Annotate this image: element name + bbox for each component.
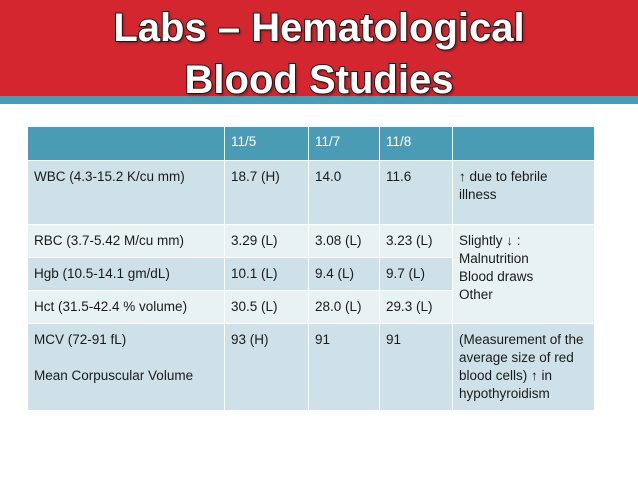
value-cell: 3.23 (L) [379,224,453,258]
value-cell: 9.7 (L) [379,257,453,291]
value-cell: 11.6 [379,160,453,225]
table-row: WBC (4.3-15.2 K/cu mm) 18.7 (H) 14.0 11.… [27,160,595,225]
value-cell: 3.29 (L) [224,224,309,258]
title-line-1: Labs – Hematological [112,5,525,51]
value-cell: 91 [308,323,380,411]
value-cell: 14.0 [308,160,380,225]
value-cell: 9.4 (L) [308,257,380,291]
value-cell: 3.08 (L) [308,224,380,258]
table-row: Hgb (10.5-14.1 gm/dL) 10.1 (L) 9.4 (L) 9… [27,257,595,291]
value-cell: 29.3 (L) [379,290,453,324]
table-row: RBC (3.7-5.42 M/cu mm) 3.29 (L) 3.08 (L)… [27,224,595,324]
banner-stripe [0,96,638,104]
test-full-name: Mean Corpuscular Volume [34,368,194,383]
header-cell-comment [452,126,595,161]
test-name-cell: MCV (72-91 fL) Mean Corpuscular Volume [27,323,225,411]
value-cell: 10.1 (L) [224,257,309,291]
test-name-cell: WBC (4.3-15.2 K/cu mm) [27,160,225,225]
test-name-cell: RBC (3.7-5.42 M/cu mm) [27,224,225,258]
value-cell: 91 [379,323,453,411]
table-row: Hct (31.5-42.4 % volume) 30.5 (L) 28.0 (… [27,290,595,324]
table-row: MCV (72-91 fL) Mean Corpuscular Volume 9… [27,323,595,411]
test-name-cell: Hgb (10.5-14.1 gm/dL) [27,257,225,291]
test-name-cell: Hct (31.5-42.4 % volume) [27,290,225,324]
comment-cell: ↑ due to febrile illness [452,160,595,225]
merged-comment-line: Other [459,287,493,302]
slide-title: Labs – Hematological Blood Studies [0,2,638,106]
merged-comment-line: Slightly ↓ : [459,233,521,248]
title-line-2: Blood Studies [184,57,455,103]
value-cell: 28.0 (L) [308,290,380,324]
header-cell-test [27,126,225,161]
lab-results-table: 11/5 11/7 11/8 WBC (4.3-15.2 K/cu mm) 18… [27,126,595,411]
merged-comment-cell: Slightly ↓ : Malnutrition Blood draws Ot… [452,224,595,324]
header-cell-date-1: 11/5 [224,126,309,161]
value-cell: 18.7 (H) [224,160,309,225]
merged-comment-line: Blood draws [459,269,534,284]
table-header-row: 11/5 11/7 11/8 [27,126,595,161]
comment-cell: (Measurement of the average size of red … [452,323,595,411]
test-name: MCV (72-91 fL) [34,332,127,347]
value-cell: 93 (H) [224,323,309,411]
title-banner [0,0,638,96]
merged-comment-line: Malnutrition [459,251,529,266]
value-cell: 30.5 (L) [224,290,309,324]
header-cell-date-2: 11/7 [308,126,380,161]
header-cell-date-3: 11/8 [379,126,453,161]
